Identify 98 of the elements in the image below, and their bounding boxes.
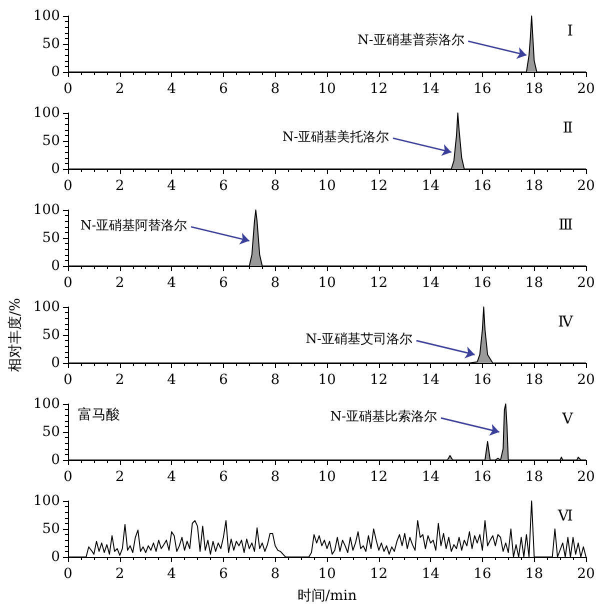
chart-title: Ⅰ xyxy=(567,22,574,40)
x-tick-label: 12 xyxy=(370,469,388,485)
chart-title: Ⅳ xyxy=(558,312,574,330)
x-tick-label: 20 xyxy=(577,275,595,291)
x-tick-label: 10 xyxy=(318,81,336,97)
y-tick-label: 100 xyxy=(33,493,60,509)
chart-title: Ⅲ xyxy=(558,216,574,234)
x-tick-label: 8 xyxy=(270,178,280,194)
x-tick-label: 0 xyxy=(64,372,72,388)
y-tick-label: 0 xyxy=(51,355,60,371)
x-tick-label: 18 xyxy=(525,81,544,97)
x-tick-label: 0 xyxy=(64,566,72,582)
x-tick-label: 20 xyxy=(577,178,595,194)
x-tick-label: 12 xyxy=(370,566,388,582)
x-axis-title: 时间/min xyxy=(297,588,357,604)
x-tick-label: 20 xyxy=(577,372,595,388)
x-tick-label: 20 xyxy=(577,81,595,97)
y-tick-label: 100 xyxy=(33,8,60,24)
x-tick-label: 4 xyxy=(167,81,176,97)
y-tick-label: 0 xyxy=(51,452,60,468)
x-tick-label: 2 xyxy=(115,81,124,97)
x-tick-label: 20 xyxy=(577,469,595,485)
x-tick-label: 6 xyxy=(218,178,228,194)
x-tick-label: 12 xyxy=(370,275,388,291)
x-tick-label: 12 xyxy=(370,372,388,388)
x-tick-label: 10 xyxy=(318,178,336,194)
y-tick-label: 100 xyxy=(33,105,60,121)
x-tick-label: 16 xyxy=(473,81,492,97)
x-tick-label: 18 xyxy=(525,469,544,485)
annotation: N-亚硝基美托洛尔 xyxy=(282,128,390,145)
x-tick-label: 6 xyxy=(218,275,228,291)
annotation: 富马酸 xyxy=(78,407,120,423)
annotation: N-亚硝基艾司洛尔 xyxy=(306,332,412,348)
y-tick-label: 50 xyxy=(42,521,60,537)
x-tick-label: 16 xyxy=(473,469,492,485)
x-tick-label: 4 xyxy=(167,372,176,388)
x-tick-label: 16 xyxy=(473,566,492,582)
x-tick-label: 14 xyxy=(422,275,440,291)
x-tick-label: 10 xyxy=(318,372,336,388)
y-tick-label: 50 xyxy=(42,424,60,440)
x-tick-label: 8 xyxy=(270,566,280,582)
x-tick-label: 4 xyxy=(167,469,176,485)
y-axis-title: 相对丰度/% xyxy=(7,298,24,372)
x-tick-label: 10 xyxy=(318,469,336,485)
x-tick-label: 4 xyxy=(167,566,176,582)
x-tick-label: 14 xyxy=(422,372,440,388)
x-tick-label: 6 xyxy=(218,566,228,582)
x-tick-label: 6 xyxy=(218,81,228,97)
chart-title: Ⅴ xyxy=(561,410,574,428)
y-tick-label: 100 xyxy=(33,202,60,218)
x-tick-label: 20 xyxy=(577,566,595,582)
x-tick-label: 2 xyxy=(115,275,124,291)
x-tick-label: 0 xyxy=(64,275,72,291)
chart-title: Ⅱ xyxy=(562,118,574,136)
x-tick-label: 14 xyxy=(422,81,440,97)
x-tick-label: 6 xyxy=(218,469,228,485)
x-tick-label: 2 xyxy=(115,372,124,388)
x-tick-label: 10 xyxy=(318,566,336,582)
x-tick-label: 4 xyxy=(167,275,176,291)
x-tick-label: 16 xyxy=(473,178,492,194)
y-tick-label: 100 xyxy=(33,396,60,412)
y-tick-label: 100 xyxy=(33,299,60,316)
y-tick-label: 50 xyxy=(42,133,60,149)
annotation: N-亚硝基普萘洛尔 xyxy=(357,32,464,48)
x-tick-label: 0 xyxy=(64,178,72,194)
chart-title: Ⅵ xyxy=(556,506,574,524)
x-tick-label: 16 xyxy=(473,275,492,291)
y-tick-label: 50 xyxy=(42,230,60,246)
x-tick-label: 16 xyxy=(473,372,492,388)
x-tick-label: 8 xyxy=(270,469,280,485)
x-tick-label: 6 xyxy=(218,372,228,388)
y-tick-label: 0 xyxy=(51,64,60,80)
x-tick-label: 8 xyxy=(270,81,280,97)
x-tick-label: 0 xyxy=(64,81,72,97)
y-tick-label: 0 xyxy=(51,161,60,177)
y-tick-label: 0 xyxy=(51,549,60,565)
x-tick-label: 14 xyxy=(422,178,440,194)
x-tick-label: 2 xyxy=(115,178,124,194)
x-tick-label: 12 xyxy=(370,81,388,97)
y-tick-label: 50 xyxy=(42,36,60,52)
x-tick-label: 4 xyxy=(167,178,176,194)
x-tick-label: 18 xyxy=(525,178,544,194)
x-tick-label: 0 xyxy=(64,469,72,485)
y-tick-label: 50 xyxy=(42,327,60,344)
x-tick-label: 8 xyxy=(270,372,280,388)
x-tick-label: 14 xyxy=(422,469,440,485)
x-tick-label: 18 xyxy=(525,275,544,291)
x-tick-label: 14 xyxy=(422,566,440,582)
x-tick-label: 18 xyxy=(525,566,544,582)
x-tick-label: 8 xyxy=(270,275,280,291)
annotation: N-亚硝基阿替洛尔 xyxy=(80,218,188,234)
x-tick-label: 2 xyxy=(115,469,124,485)
y-tick-label: 0 xyxy=(51,258,60,274)
annotation: N-亚硝基比索洛尔 xyxy=(330,410,438,425)
x-tick-label: 18 xyxy=(525,372,544,388)
x-tick-label: 12 xyxy=(370,178,388,194)
x-tick-label: 10 xyxy=(318,275,336,291)
x-tick-label: 2 xyxy=(115,566,124,582)
